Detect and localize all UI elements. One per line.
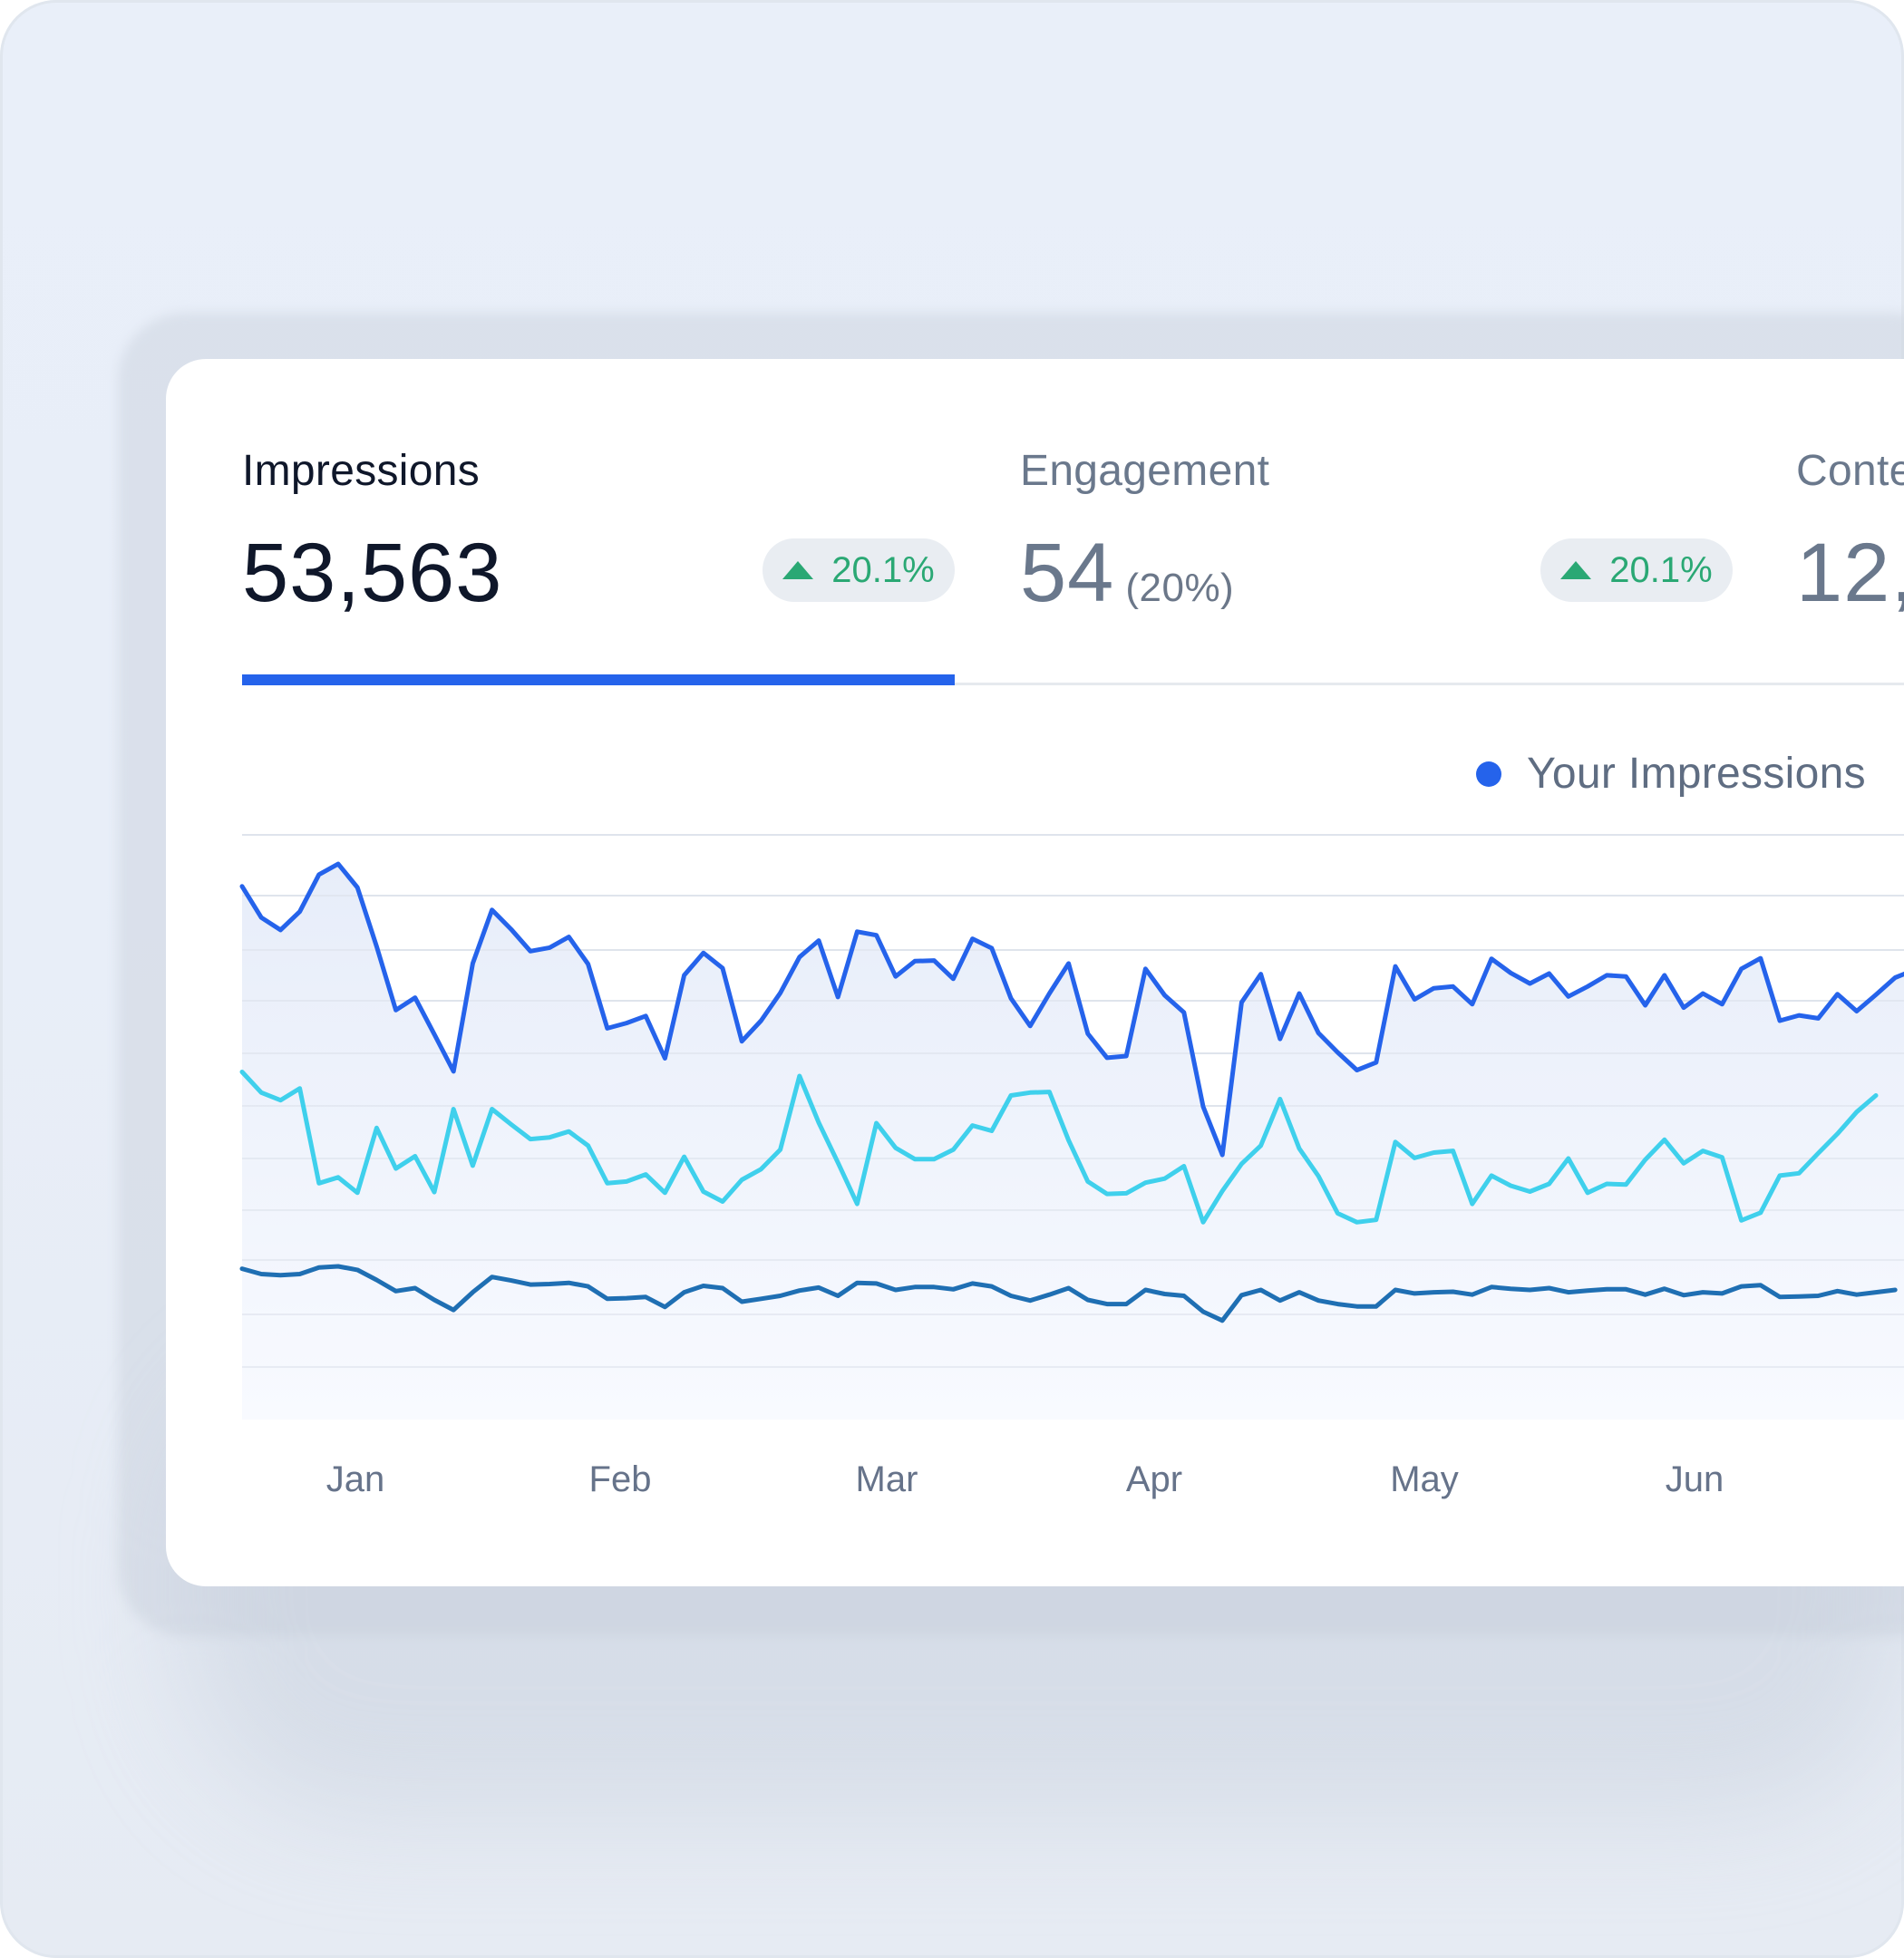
metric-tab-engagement[interactable]: Engagement 54 (20%) 20.1% [1020, 359, 1733, 694]
x-tick-label: Apr [1126, 1459, 1182, 1499]
change-value: 20.1% [1609, 549, 1713, 590]
metric-value: 54 (20%) [1020, 531, 1234, 615]
triangle-up-icon [1560, 561, 1592, 579]
metric-value: 12,8 [1796, 527, 1904, 619]
metric-tab-impressions[interactable]: Impressions 53,563 20.1% [242, 359, 955, 694]
change-value: 20.1% [831, 549, 935, 590]
impressions-area-fill [242, 864, 1904, 1420]
change-badge: 20.1% [1540, 538, 1733, 602]
metric-label: Impressions [242, 447, 481, 495]
x-tick-label: Feb [589, 1459, 652, 1499]
series-line-impressions [239, 861, 1904, 1158]
active-tab-indicator [242, 674, 955, 685]
analytics-card: Impressions 53,563 20.1% Engagement 54 (2… [166, 359, 1904, 1586]
metric-label: Conte [1796, 447, 1904, 495]
line-chart: Jan Feb Mar Apr May Jun [239, 834, 1904, 1499]
triangle-up-icon [782, 561, 814, 579]
tab-divider [242, 683, 1904, 685]
legend-label: Your Impressions [1527, 750, 1866, 798]
series-line-cyan [239, 1070, 1879, 1225]
x-tick-label: May [1390, 1459, 1459, 1499]
dot-icon [1476, 761, 1501, 787]
x-tick-label: Jan [326, 1459, 385, 1499]
x-tick-label: Mar [856, 1459, 918, 1499]
chart-series [239, 861, 1904, 1323]
change-badge: 20.1% [763, 538, 955, 602]
series-line-dark [239, 1264, 1898, 1323]
x-axis-ticks: Jan Feb Mar Apr May Jun [326, 1459, 1724, 1499]
metric-value: 53,563 [242, 527, 503, 619]
metric-percent: (20%) [1125, 566, 1235, 610]
x-tick-label: Jun [1666, 1459, 1724, 1499]
metric-tab-third[interactable]: Conte 12,8 [1796, 359, 1904, 694]
metric-number: 54 [1020, 527, 1115, 619]
chart-legend[interactable]: Your Impressions [1476, 749, 1866, 799]
metric-label: Engagement [1020, 447, 1270, 495]
